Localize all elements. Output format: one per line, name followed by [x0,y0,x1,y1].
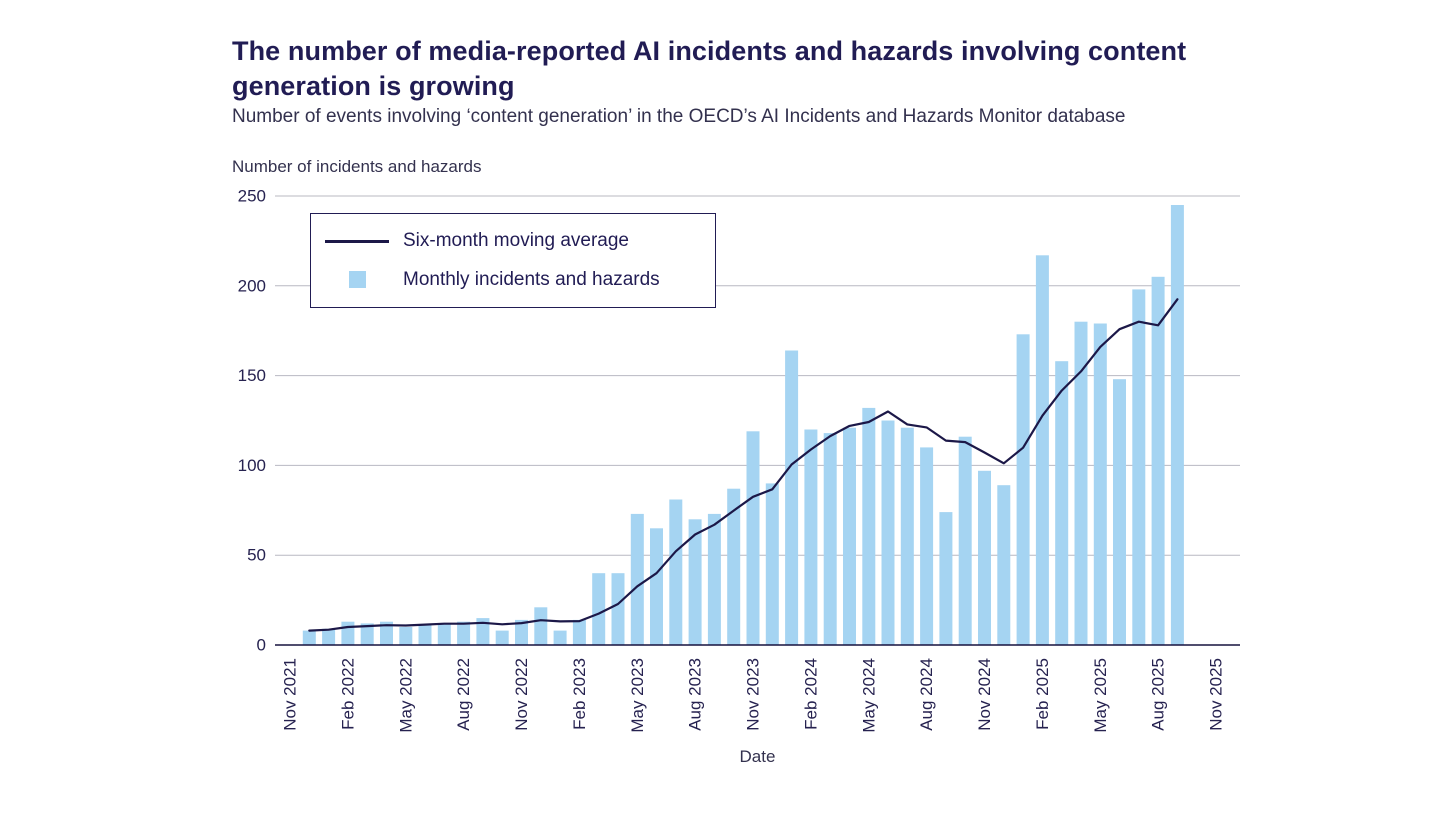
x-tick-label: Feb 2023 [570,658,589,730]
bar-feb-2023 [572,619,586,645]
bar-feb-2024 [804,429,818,645]
bar-jan-2024 [785,350,799,645]
bar-oct-2023 [727,488,741,645]
bar-aug-2024 [920,447,934,645]
bar-may-2024 [862,407,876,645]
swatch-zone [324,271,390,289]
x-tick-label: May 2024 [859,658,878,733]
bar-jul-2023 [669,499,683,645]
bar-aug-2022 [457,621,471,645]
x-axis-title: Date [739,747,776,766]
x-tick-label: Aug 2025 [1149,658,1168,731]
chart-title: The number of media-reported AI incident… [232,36,1187,101]
bar-jun-2022 [418,625,432,645]
legend-label-moving-average: Six-month moving average [403,230,629,252]
y-axis-title: Number of incidents and hazards [232,157,482,176]
bar-dec-2022 [534,607,548,645]
swatch-zone [324,239,390,243]
legend-row-moving-average: Six-month moving average [324,230,715,252]
bar-jul-2025 [1132,289,1146,645]
bar-dec-2021 [302,630,316,645]
x-tick-label: Nov 2021 [281,658,300,731]
bar-may-2025 [1093,323,1107,645]
x-tick-label: Aug 2022 [454,658,473,731]
bar-nov-2022 [515,619,528,645]
bar-mar-2022 [360,623,374,645]
y-tick-label: 50 [247,546,266,565]
bar-oct-2022 [495,630,509,645]
legend-label-monthly-bars: Monthly incidents and hazards [403,268,660,290]
bar-sep-2023 [707,513,721,645]
bar-jul-2022 [437,623,451,645]
bar-feb-2022 [341,621,355,645]
x-tick-label: Feb 2022 [338,658,357,730]
x-tick-label: May 2023 [628,658,647,733]
bar-nov-2023 [746,431,760,645]
y-tick-label: 200 [238,276,266,295]
monthly-bars-swatch [348,271,366,289]
bar-jun-2025 [1113,379,1126,645]
y-tick-label: 0 [257,636,266,655]
y-tick-label: 150 [238,366,266,385]
moving-average-line-swatch [325,239,389,243]
bar-dec-2024 [997,485,1011,645]
x-tick-label: May 2022 [396,658,415,733]
bar-mar-2024 [823,433,837,645]
y-tick-label: 100 [238,456,266,475]
bar-jun-2024 [881,420,895,645]
bar-may-2022 [399,627,413,645]
x-tick-label: May 2025 [1091,658,1110,733]
bar-apr-2022 [380,621,393,645]
x-tick-label: Nov 2022 [512,658,531,731]
y-tick-label: 250 [238,187,266,206]
bar-jul-2024 [900,427,914,645]
x-tick-label: Nov 2023 [744,658,763,731]
legend-row-monthly-bars: Monthly incidents and hazards [324,269,715,291]
bar-may-2023 [630,513,644,645]
bar-jan-2023 [553,630,567,645]
bar-apr-2025 [1074,321,1088,645]
bar-dec-2023 [765,483,779,645]
x-tick-label: Nov 2024 [975,658,994,731]
bar-mar-2025 [1055,361,1069,645]
chart-legend: Six-month moving average Monthly inciden… [310,213,716,308]
bar-mar-2023 [592,573,606,645]
bar-apr-2024 [843,427,856,645]
bar-jan-2025 [1016,334,1030,645]
x-tick-label: Feb 2025 [1033,658,1052,730]
bar-aug-2023 [688,519,702,645]
bar-oct-2024 [958,436,972,645]
bar-jan-2022 [322,628,336,645]
bar-apr-2023 [611,573,625,645]
bar-feb-2025 [1035,255,1049,646]
x-tick-label: Nov 2025 [1207,658,1226,731]
chart-subtitle: Number of events involving ‘content gene… [232,106,1126,127]
bar-sep-2024 [939,512,953,645]
bar-aug-2025 [1151,276,1165,645]
bar-sep-2022 [476,618,490,645]
bar-jun-2023 [650,528,663,645]
x-tick-label: Aug 2024 [917,658,936,731]
bar-sep-2025 [1170,205,1184,645]
bar-nov-2024 [978,470,991,645]
x-tick-label: Feb 2024 [801,658,820,730]
moving-average-line [308,298,1179,632]
x-tick-label: Aug 2023 [686,658,705,731]
